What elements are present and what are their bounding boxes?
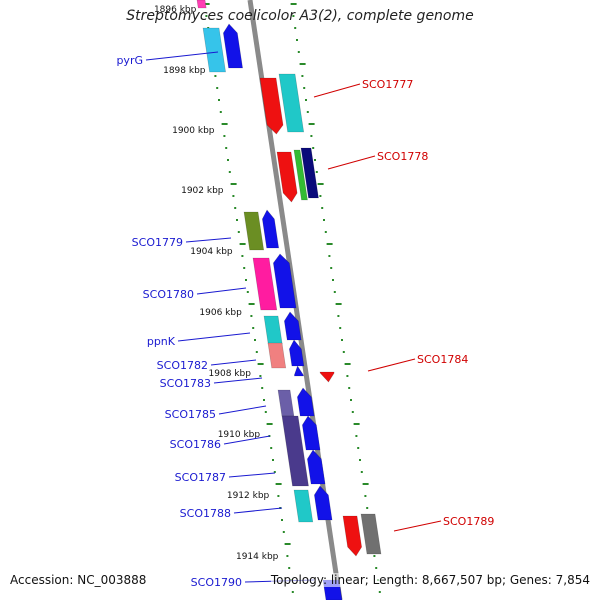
gene-block xyxy=(278,73,305,133)
gene-block xyxy=(243,211,265,251)
leader-line xyxy=(367,358,416,372)
gene-block xyxy=(284,311,302,341)
gene-block xyxy=(314,485,333,521)
gene-block xyxy=(263,315,283,345)
gene-blocks xyxy=(196,0,382,601)
gene-label-sco1786[interactable]: SCO1786 xyxy=(170,438,221,451)
kbp-label: 1908 kbp xyxy=(209,369,252,379)
gene-block xyxy=(262,209,280,249)
kbp-label: 1898 kbp xyxy=(163,66,206,76)
gene-label-pyrG[interactable]: pyrG xyxy=(116,54,143,67)
gene-block xyxy=(252,257,278,311)
gene-block xyxy=(302,415,321,451)
gene-block xyxy=(277,389,295,417)
leader-line xyxy=(210,359,257,366)
gene-block xyxy=(223,23,243,69)
gene-block xyxy=(360,513,382,555)
kbp-label: 1896 kbp xyxy=(154,5,197,15)
leader-line xyxy=(313,83,361,98)
label-leader-lines xyxy=(145,51,442,583)
kbp-label: 1910 kbp xyxy=(218,430,261,440)
leader-line xyxy=(177,332,251,342)
gene-block xyxy=(293,149,308,201)
gene-label-sco1777[interactable]: SCO1777 xyxy=(362,78,413,91)
gene-block xyxy=(300,147,319,199)
gene-label-sco1778[interactable]: SCO1778 xyxy=(377,150,428,163)
gene-block xyxy=(267,342,287,369)
gene-block xyxy=(297,387,315,417)
leader-line xyxy=(213,377,263,384)
leader-line xyxy=(218,405,267,415)
leader-line xyxy=(393,520,442,532)
gene-label-sco1789[interactable]: SCO1789 xyxy=(443,515,494,528)
gene-block xyxy=(281,415,309,487)
leader-line xyxy=(233,507,283,514)
gene-label-sco1785[interactable]: SCO1785 xyxy=(165,408,216,421)
leader-line xyxy=(228,472,276,478)
gene-block xyxy=(202,27,226,73)
gene-block xyxy=(196,0,207,9)
gene-block xyxy=(289,339,305,367)
gene-block xyxy=(293,489,314,523)
gene-block xyxy=(259,77,284,135)
gene-label-sco1784[interactable]: SCO1784 xyxy=(417,353,468,366)
leader-line xyxy=(327,155,376,170)
gene-label-sco1780[interactable]: SCO1780 xyxy=(143,288,194,301)
gene-label-sco1783[interactable]: SCO1783 xyxy=(160,377,211,390)
gene-label-sco1788[interactable]: SCO1788 xyxy=(180,507,231,520)
gene-label-sco1790[interactable]: SCO1790 xyxy=(191,576,242,589)
gene-block xyxy=(342,515,362,557)
right-gene-labels: SCO1777 SCO1778 SCO1784 SCO1789 xyxy=(362,78,494,528)
gene-label-sco1787[interactable]: SCO1787 xyxy=(175,471,226,484)
accession-text: Accession: NC_003888 xyxy=(10,573,147,587)
kbp-label: 1906 kbp xyxy=(199,308,242,318)
kbp-label: 1914 kbp xyxy=(236,552,279,562)
gene-block xyxy=(307,449,326,485)
kbp-label: 1912 kbp xyxy=(227,491,270,501)
left-gene-labels: pyrG SCO1779 SCO1780 ppnK SCO1782 SCO178… xyxy=(116,54,242,589)
genome-title: Streptomyces coelicolor A3(2), complete … xyxy=(126,8,474,24)
gene-label-ppnK[interactable]: ppnK xyxy=(147,335,176,348)
kbp-label: 1900 kbp xyxy=(172,126,215,136)
gene-block xyxy=(273,253,297,309)
gene-block xyxy=(276,151,298,203)
gene-block xyxy=(319,371,335,383)
leader-line xyxy=(196,287,247,295)
gene-label-sco1779[interactable]: SCO1779 xyxy=(132,236,183,249)
kbp-label: 1904 kbp xyxy=(190,247,233,257)
genome-stats-text: Topology: linear; Length: 8,667,507 bp; … xyxy=(270,573,590,587)
leader-line xyxy=(223,435,271,445)
leader-line xyxy=(145,51,219,61)
kbp-label: 1902 kbp xyxy=(181,186,224,196)
gene-label-sco1782[interactable]: SCO1782 xyxy=(157,359,208,372)
gene-block xyxy=(294,365,304,377)
kbp-labels: 1896 kbp 1898 kbp 1900 kbp 1902 kbp 1904… xyxy=(154,5,279,562)
leader-line xyxy=(185,237,232,243)
